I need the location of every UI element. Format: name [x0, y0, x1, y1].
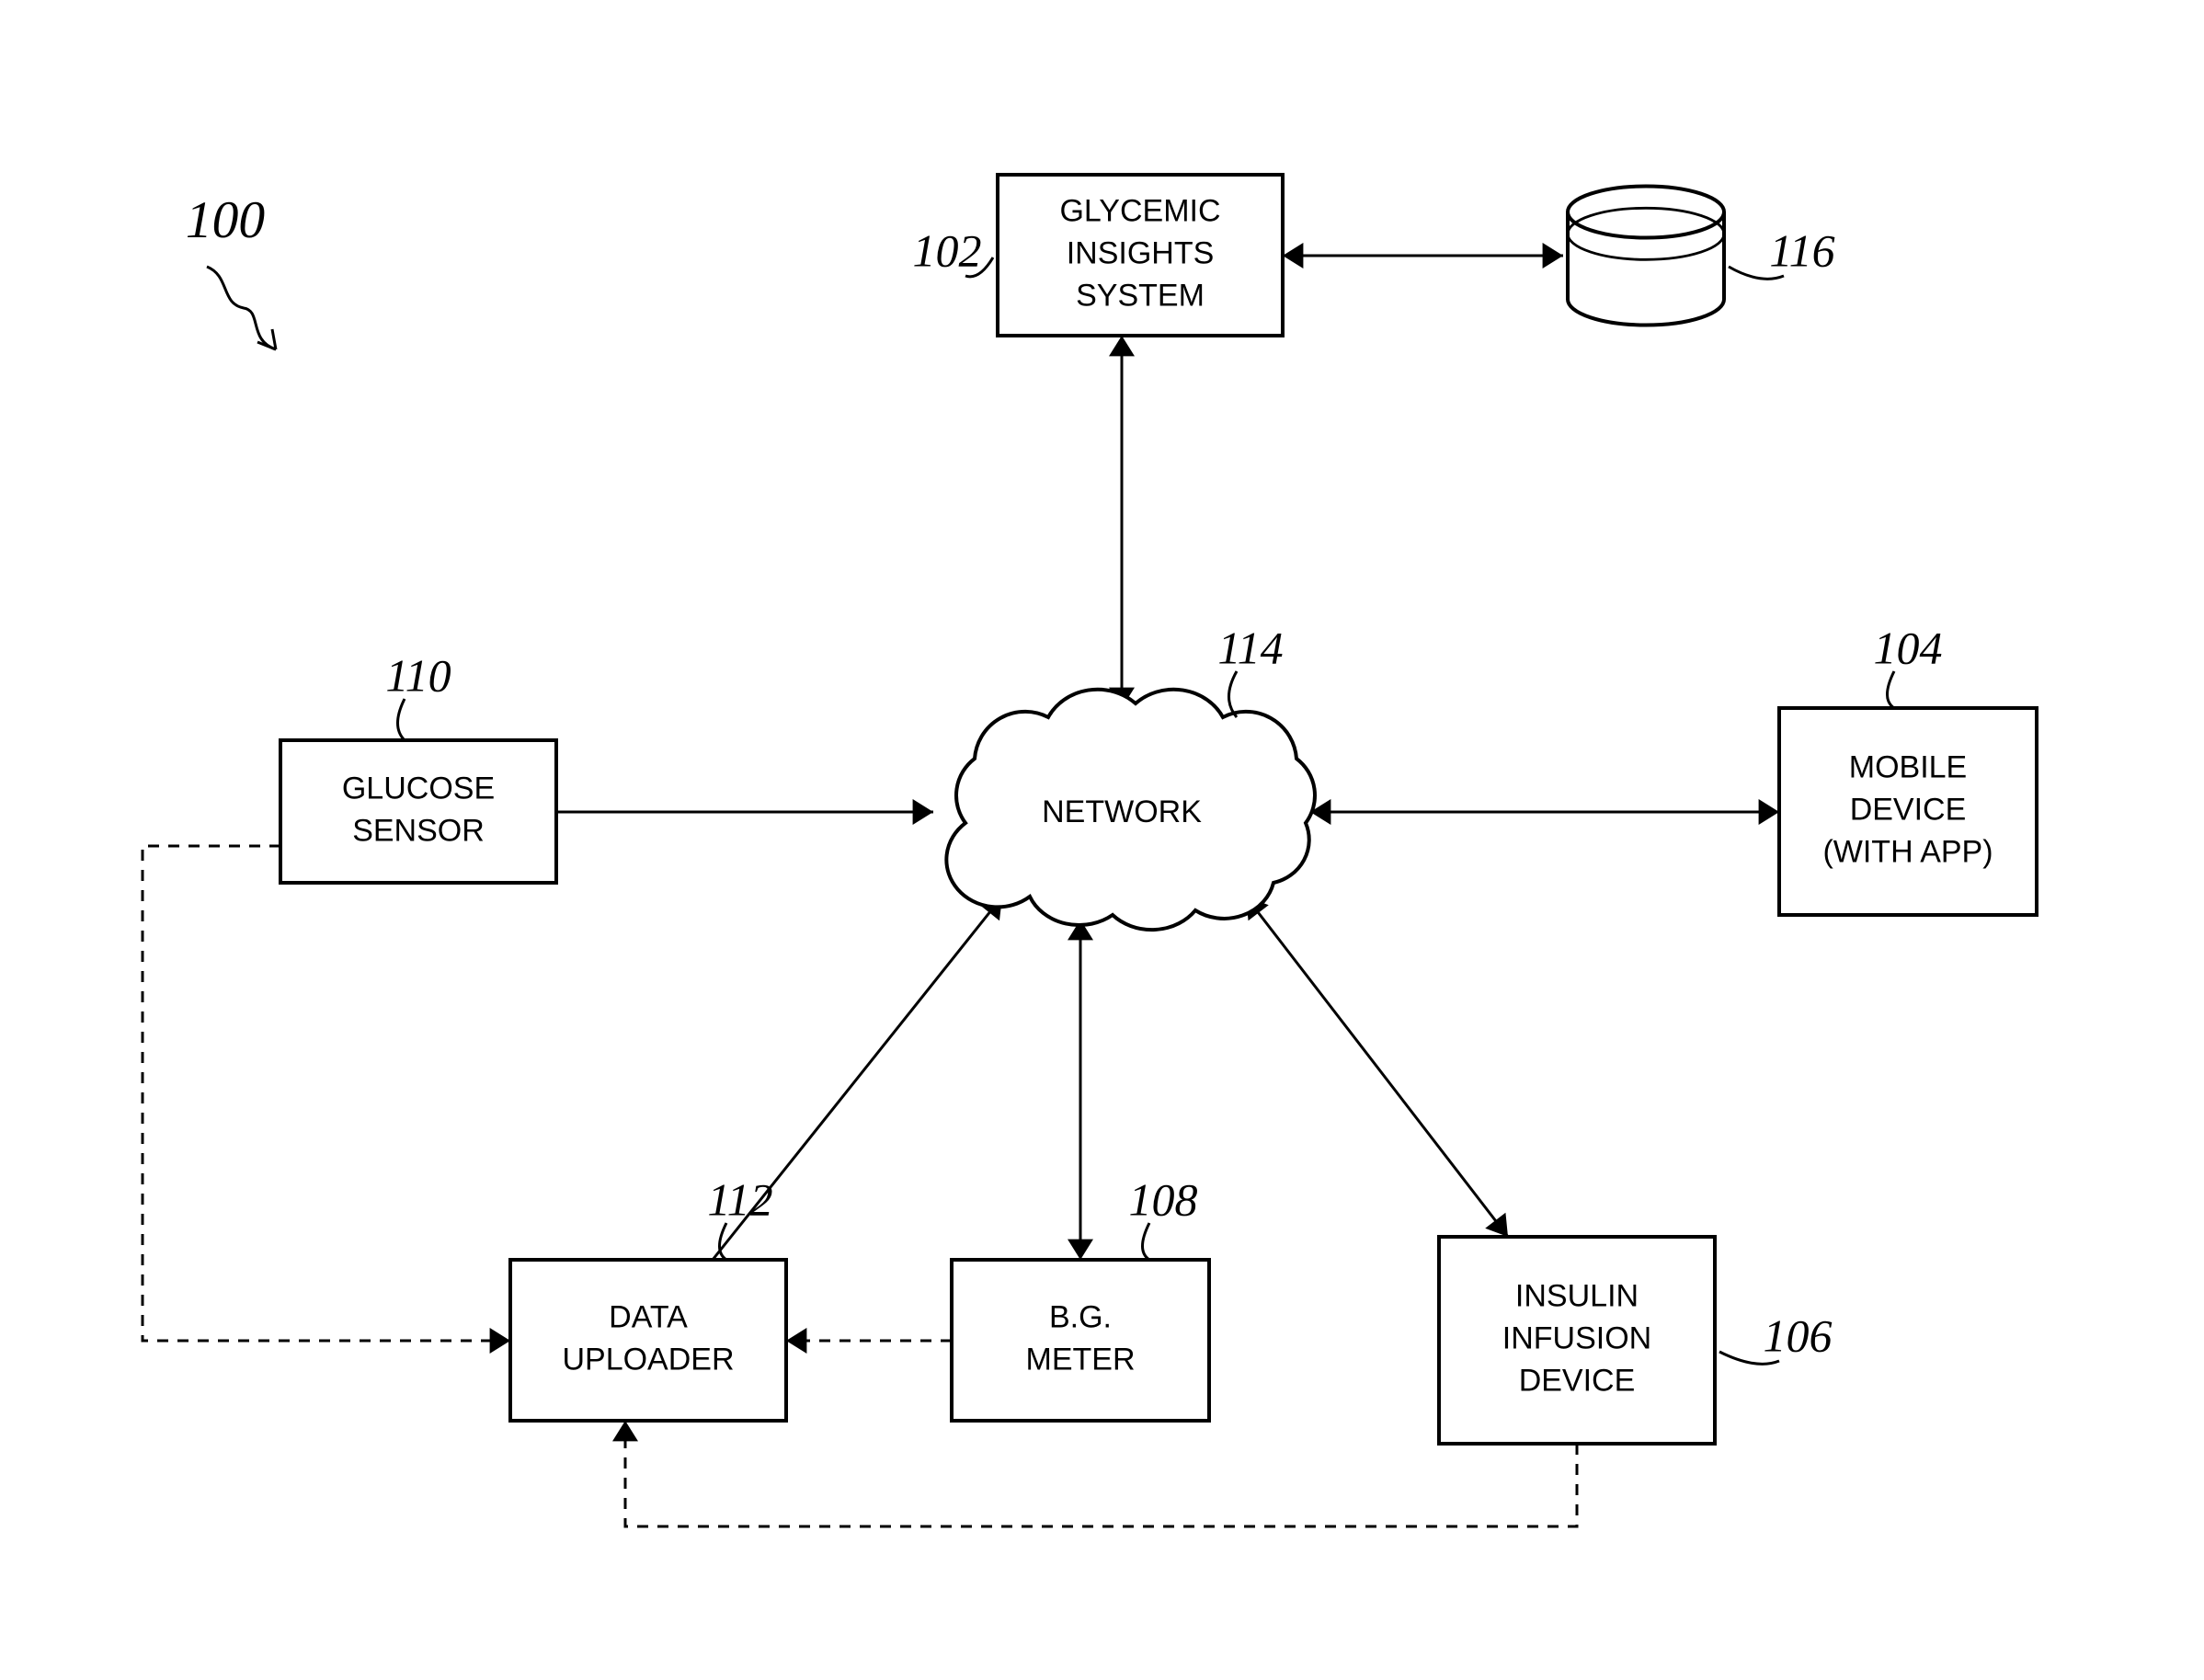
refnum-uploader: 112 [707, 1173, 772, 1225]
arrow-head [1485, 1213, 1508, 1237]
label-bgmeter-0: B.G. [1049, 1300, 1112, 1335]
label-glycemic-2: SYSTEM [1076, 278, 1205, 313]
box-uploader [510, 1260, 786, 1421]
refnum-bgmeter: 108 [1129, 1173, 1198, 1225]
refnum-mobile: 104 [1874, 622, 1943, 673]
edge-7 [143, 846, 510, 1341]
figure-refnum: 100 [186, 191, 266, 249]
refnum-network: 114 [1217, 622, 1283, 673]
label-insulin-1: INFUSION [1502, 1320, 1651, 1355]
refnum-glycemic: 102 [913, 224, 982, 276]
label-glucose-0: GLUCOSE [342, 771, 495, 806]
refnum-database: 116 [1769, 224, 1834, 276]
diagram-canvas: GLYCEMIC INSIGHTS SYSTEM GLUCOSE SENSOR NETWO… [0, 0, 2204, 1680]
label-network: NETWORK [1042, 794, 1202, 829]
arrow-head [612, 1421, 638, 1441]
leader-mobile [1888, 671, 1895, 708]
edge-6 [1246, 897, 1508, 1237]
db-top-database [1568, 187, 1724, 238]
label-mobile-0: MOBILE [1849, 750, 1967, 785]
leader-uploader [720, 1223, 727, 1260]
edge-9 [625, 1421, 1577, 1526]
figure-squiggle [207, 267, 276, 349]
label-glycemic-0: GLYCEMIC [1059, 194, 1220, 229]
arrow-head [1759, 799, 1779, 825]
arrow-head [786, 1328, 806, 1354]
label-uploader-0: DATA [609, 1300, 688, 1335]
label-insulin-2: DEVICE [1519, 1363, 1636, 1398]
box-bgmeter [952, 1260, 1209, 1421]
arrow-head [1068, 1240, 1093, 1260]
arrow-head [1109, 336, 1135, 356]
refnum-glucose: 110 [385, 649, 451, 701]
label-insulin-0: INSULIN [1515, 1279, 1639, 1314]
label-mobile-1: DEVICE [1850, 792, 1967, 827]
arrow-head [1543, 243, 1563, 269]
label-glucose-1: SENSOR [352, 813, 485, 848]
arrow-head [1283, 243, 1303, 269]
arrow-head [490, 1328, 510, 1354]
label-mobile-2: (WITH APP) [1822, 834, 1993, 869]
label-uploader-1: UPLOADER [562, 1342, 734, 1377]
arrow-head [913, 799, 933, 825]
label-glycemic-1: INSIGHTS [1067, 235, 1215, 270]
leader-network [1229, 671, 1238, 717]
box-glucose [280, 740, 556, 883]
refnum-insulin: 106 [1764, 1309, 1833, 1361]
leader-bgmeter [1143, 1223, 1150, 1260]
label-bgmeter-1: METER [1026, 1342, 1136, 1377]
leader-glucose [398, 699, 405, 740]
